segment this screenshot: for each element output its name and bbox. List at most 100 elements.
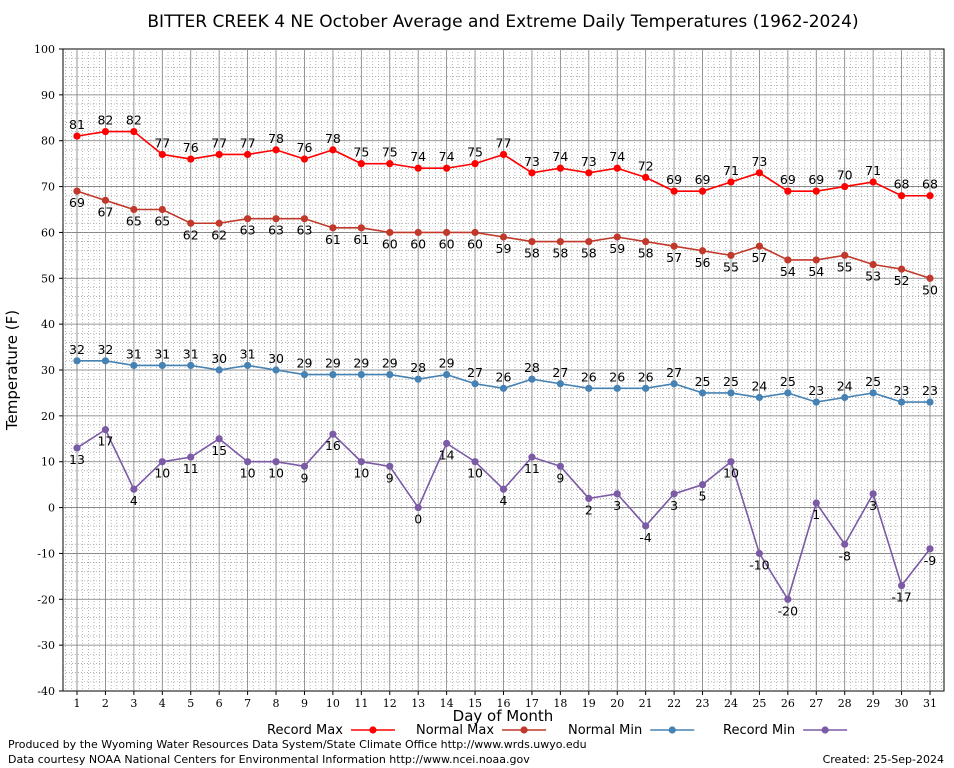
record-min-data-label: -9 — [924, 553, 937, 568]
x-tick-label: 13 — [411, 697, 425, 710]
normal-max-data-label: 60 — [467, 236, 483, 251]
record-max-data-label: 74 — [439, 149, 455, 164]
x-tick-label: 15 — [468, 697, 482, 710]
normal-max-point — [244, 215, 252, 223]
normal-max-point — [73, 187, 81, 195]
normal-min-data-label: 27 — [666, 365, 682, 380]
record-max-data-label: 78 — [268, 131, 284, 146]
record-max-data-label: 69 — [695, 172, 711, 187]
record-min-point — [698, 481, 707, 489]
record-min-point — [499, 485, 508, 493]
record-max-data-label: 69 — [666, 172, 682, 187]
record-max-data-label: 74 — [552, 149, 568, 164]
record-min-data-label: -10 — [749, 557, 769, 572]
record-max-point — [73, 132, 81, 140]
normal-min-data-label: 23 — [922, 383, 938, 398]
x-tick-label: 28 — [838, 697, 852, 710]
normal-max-point — [670, 242, 678, 250]
record-min-data-label: 10 — [353, 466, 369, 481]
normal-min-point — [528, 375, 536, 383]
record-min-point — [585, 494, 593, 502]
normal-min-data-label: 29 — [382, 356, 398, 371]
y-tick-label: 80 — [41, 135, 55, 148]
record-max-point — [386, 160, 394, 168]
record-min-point — [272, 458, 280, 466]
normal-max-point — [158, 205, 166, 214]
record-max-point — [101, 127, 110, 136]
record-min-data-label: 10 — [154, 466, 170, 481]
record-min-data-label: 3 — [613, 498, 621, 513]
record-max-point — [642, 173, 650, 181]
record-min-data-label: 10 — [723, 466, 739, 481]
x-tick-label: 20 — [610, 697, 624, 710]
x-tick-label: 27 — [809, 697, 823, 710]
legend-item-record-max: Record Max — [267, 723, 395, 738]
y-tick-label: 40 — [41, 318, 55, 331]
normal-min-data-label: 29 — [325, 356, 341, 371]
normal-max-point — [642, 238, 650, 246]
normal-min-point — [244, 361, 252, 370]
record-max-data-label: 77 — [496, 135, 512, 150]
normal-max-point — [130, 205, 138, 214]
record-min-data-label: -17 — [891, 590, 911, 605]
record-max-point — [926, 192, 934, 200]
record-min-point — [244, 458, 252, 466]
record-min-point — [443, 439, 451, 447]
normal-min-data-label: 26 — [609, 369, 625, 384]
normal-min-data-label: 31 — [126, 346, 142, 361]
chart-title: BITTER CREEK 4 NE October Average and Ex… — [147, 12, 858, 32]
record-max-point — [670, 187, 678, 195]
x-tick-label: 3 — [130, 697, 137, 710]
normal-max-data-label: 61 — [353, 232, 369, 247]
record-max-data-label: 77 — [154, 135, 170, 150]
normal-max-point — [386, 228, 394, 237]
y-axis-ticks: -40 -30 -20 -10 0 10 20 30 40 50 60 70 80 90 100 — [34, 43, 63, 698]
normal-max-point — [357, 224, 365, 232]
normal-max-point — [556, 238, 564, 246]
normal-max-data-label: 56 — [695, 255, 711, 270]
record-max-data-label: 78 — [325, 131, 341, 146]
normal-max-data-label: 55 — [723, 259, 739, 274]
record-max-point — [585, 169, 593, 177]
y-tick-label: 10 — [41, 456, 55, 469]
x-tick-label: 29 — [866, 697, 880, 710]
record-max-data-label: 74 — [609, 149, 625, 164]
normal-max-point — [528, 238, 536, 246]
x-tick-label: 14 — [440, 697, 454, 710]
y-tick-label: 20 — [41, 410, 55, 423]
normal-min-data-label: 32 — [97, 342, 113, 357]
y-tick-label: 60 — [41, 226, 55, 239]
record-max-point — [613, 164, 621, 172]
footer-produced-by: Produced by the Wyoming Water Resources … — [8, 738, 587, 751]
normal-max-point — [755, 242, 764, 250]
normal-min-data-label: 30 — [211, 351, 227, 366]
record-max-data-label: 68 — [922, 177, 938, 192]
normal-min-data-label: 26 — [581, 369, 597, 384]
record-max-point — [130, 127, 138, 136]
normal-max-data-label: 58 — [524, 246, 540, 261]
record-max-point — [727, 178, 735, 186]
record-min-point — [130, 485, 138, 493]
x-tick-label: 22 — [667, 697, 681, 710]
normal-max-data-label: 52 — [894, 273, 910, 288]
record-max-point — [841, 182, 849, 191]
normal-min-data-label: 31 — [183, 346, 199, 361]
normal-max-point — [897, 265, 906, 273]
record-min-point — [215, 435, 223, 443]
normal-max-data-label: 50 — [922, 282, 938, 297]
x-tick-label: 7 — [244, 697, 251, 710]
normal-min-point — [414, 375, 422, 383]
x-tick-label: 21 — [639, 697, 653, 710]
record-min-data-label: 1 — [812, 507, 820, 522]
x-tick-label: 12 — [383, 697, 397, 710]
x-tick-label: 30 — [895, 697, 909, 710]
x-tick-label: 5 — [187, 697, 194, 710]
record-min-point — [841, 540, 849, 548]
normal-max-data-label: 57 — [751, 250, 767, 265]
record-max-data-label: 76 — [297, 140, 313, 155]
y-axis-label: Temperature (F) — [3, 310, 21, 431]
legend-label: Record Min — [723, 723, 795, 738]
normal-max-data-label: 58 — [552, 246, 568, 261]
record-max-point — [499, 150, 508, 159]
